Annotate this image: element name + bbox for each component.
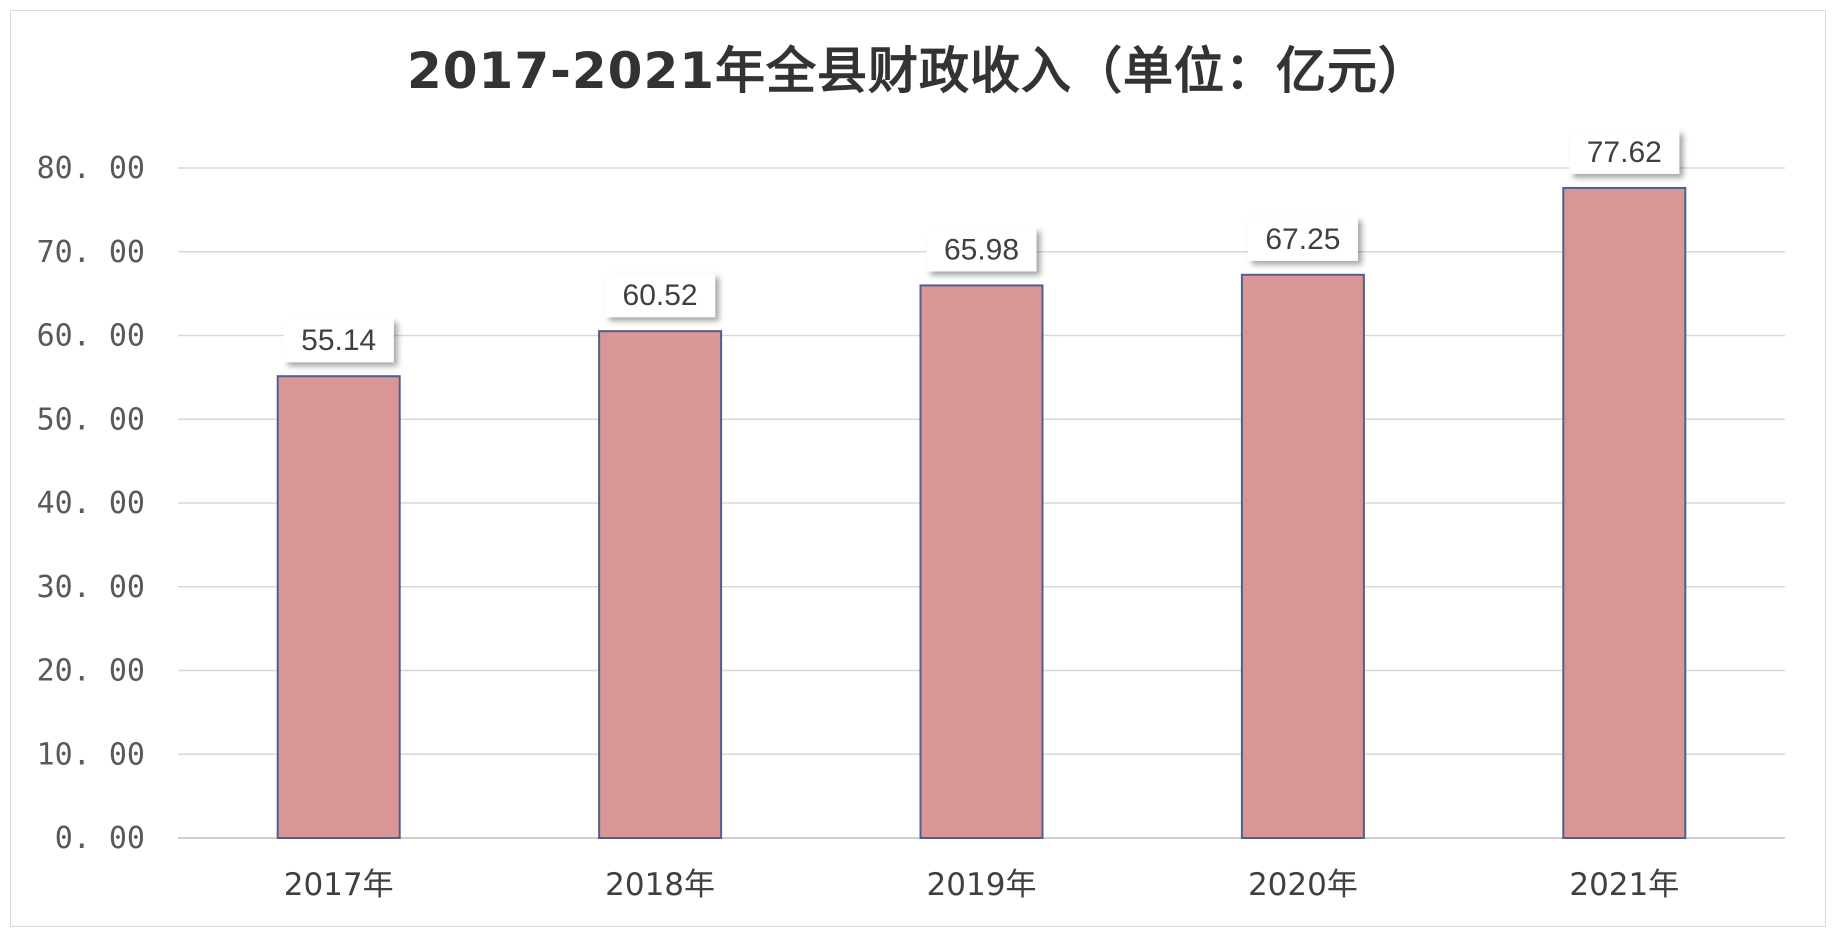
y-tick-label: 40. 00 — [37, 486, 145, 521]
chart-title: 2017-2021年全县财政收入（单位：亿元） — [406, 42, 1430, 100]
bar — [598, 330, 723, 839]
data-label: 55.14 — [301, 324, 376, 357]
data-label-box — [926, 227, 1037, 272]
y-tick-label: 10. 00 — [37, 737, 145, 772]
data-label: 67.25 — [1265, 223, 1340, 256]
bar — [276, 375, 401, 839]
bar — [1240, 273, 1365, 839]
x-category-label: 2017年 — [284, 867, 394, 903]
y-tick-label: 50. 00 — [37, 402, 145, 437]
x-category-label: 2020年 — [1248, 867, 1358, 903]
y-tick-label: 20. 00 — [37, 654, 145, 689]
data-label: 60.52 — [623, 279, 698, 312]
data-label-box — [605, 273, 716, 318]
data-label: 77.62 — [1587, 136, 1662, 169]
data-label-box — [283, 318, 394, 363]
data-label-box — [1247, 216, 1358, 261]
y-tick-label: 30. 00 — [37, 570, 145, 605]
y-tick-label: 70. 00 — [37, 235, 145, 270]
y-tick-label: 60. 00 — [37, 319, 145, 354]
data-label: 65.98 — [944, 233, 1019, 266]
data-label-box — [1569, 129, 1680, 174]
x-category-label: 2018年 — [605, 867, 715, 903]
x-category-label: 2019年 — [927, 867, 1037, 903]
y-tick-label: 80. 00 — [37, 151, 145, 186]
bar — [1562, 186, 1687, 839]
bar — [919, 284, 1044, 840]
x-category-label: 2021年 — [1569, 867, 1679, 903]
y-tick-label: 0. 00 — [55, 821, 145, 856]
